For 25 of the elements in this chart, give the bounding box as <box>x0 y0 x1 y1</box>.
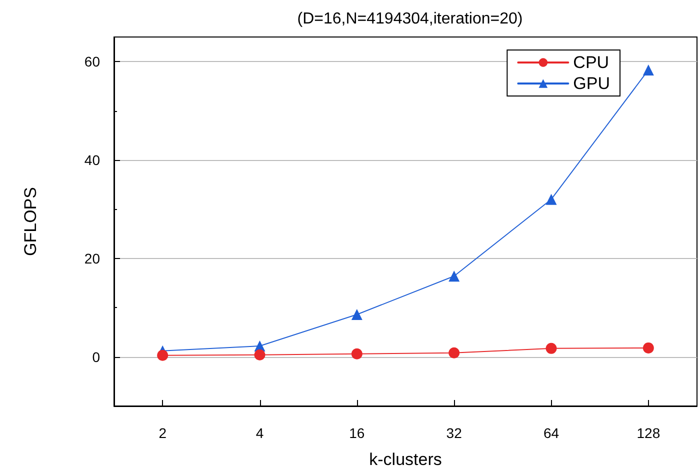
point <box>351 308 362 320</box>
point <box>546 342 557 354</box>
point <box>351 348 362 360</box>
x-tick-label: 32 <box>446 425 462 441</box>
legend-label: GPU <box>573 74 610 93</box>
x-tick-label: 4 <box>256 425 264 441</box>
point <box>448 347 460 358</box>
point <box>157 350 168 361</box>
x-tick-label: 64 <box>543 425 560 441</box>
legend-label: CPU <box>573 53 610 72</box>
point <box>448 270 460 282</box>
y-tick-label: 0 <box>92 348 100 365</box>
y-axis-title: GFLOPS <box>21 187 40 256</box>
y-tick-label: 20 <box>84 250 100 266</box>
point <box>254 349 266 360</box>
y-tick-label: 40 <box>84 152 100 168</box>
point <box>642 64 654 76</box>
y-tick-label: 60 <box>84 54 100 70</box>
chart-title: (D=16,N=4194304,iteration=20) <box>297 10 523 28</box>
point <box>642 342 654 354</box>
x-tick-label: 2 <box>158 425 167 441</box>
point <box>546 194 557 205</box>
x-axis-title: k-clusters <box>369 450 442 469</box>
x-tick-label: 16 <box>349 425 365 441</box>
x-tick-label: 128 <box>636 425 660 441</box>
